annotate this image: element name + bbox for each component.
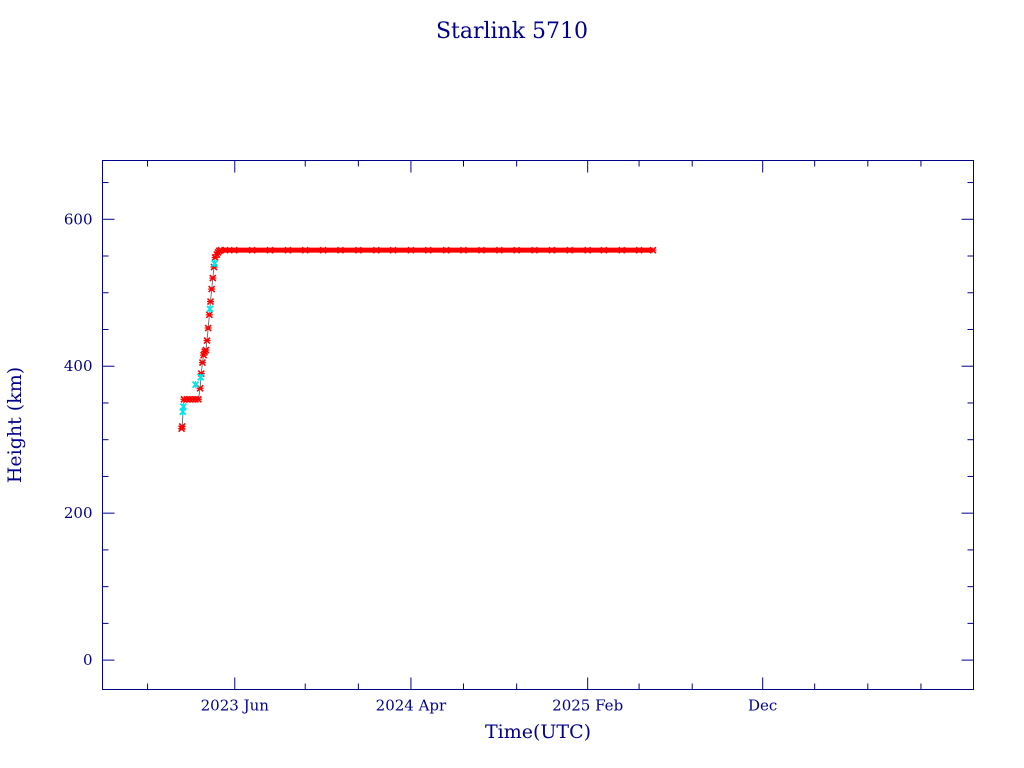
data-point (178, 422, 186, 431)
highlight-point (210, 259, 219, 267)
highlight-point (191, 380, 200, 389)
x-tick-label: 2024 Apr (376, 697, 447, 715)
data-point (206, 298, 215, 306)
highlight-point (206, 305, 214, 313)
plateau-band (220, 247, 653, 253)
data-point (209, 274, 217, 282)
highlight-point (179, 402, 187, 411)
data-point (301, 246, 309, 254)
data-point (442, 246, 450, 254)
data-point (205, 311, 213, 319)
data-point (584, 246, 592, 254)
data-points (178, 246, 657, 433)
data-point (495, 246, 503, 254)
data-point (203, 336, 211, 345)
data-point (372, 246, 380, 254)
data-point (513, 246, 521, 254)
data-point (198, 358, 206, 367)
data-point (354, 246, 362, 254)
data-point (194, 395, 202, 403)
data-point (336, 246, 345, 254)
data-point (284, 246, 292, 254)
y-axis-label: Height (km) (4, 367, 26, 483)
data-point (459, 246, 468, 254)
y-tick-label: 0 (83, 651, 93, 669)
data-point (618, 246, 626, 254)
x-tick-label: 2023 Jun (201, 697, 270, 715)
data-point (230, 246, 238, 254)
y-tick-label: 200 (64, 504, 93, 522)
plot-frame (102, 160, 974, 690)
data-point (319, 246, 327, 254)
data-point (266, 246, 274, 254)
data-point (424, 246, 432, 254)
data-point (208, 285, 216, 293)
data-point (477, 246, 485, 254)
data-point (202, 346, 210, 354)
data-point (204, 324, 212, 332)
y-tick-label: 400 (64, 357, 93, 375)
data-point (635, 246, 643, 254)
data-point (548, 246, 556, 254)
data-point (649, 246, 657, 254)
y-axis: 0 200 400 600 (64, 182, 974, 669)
x-tick-label: Dec (748, 697, 777, 715)
x-axis-label: Time(UTC) (485, 721, 591, 743)
data-point (566, 246, 574, 254)
chart-title: Starlink 5710 (436, 19, 588, 44)
y-tick-label: 600 (64, 210, 93, 228)
data-point (407, 246, 415, 254)
data-point (389, 246, 397, 254)
data-point (221, 246, 229, 254)
data-point (248, 246, 256, 254)
trend-line (181, 249, 653, 429)
data-point (600, 246, 608, 254)
data-point (530, 246, 539, 254)
x-tick-label: 2025 Feb (552, 697, 623, 715)
highlight-point (197, 373, 205, 381)
x-axis: 2023 Jun 2024 Apr 2025 Feb Dec (147, 160, 922, 715)
